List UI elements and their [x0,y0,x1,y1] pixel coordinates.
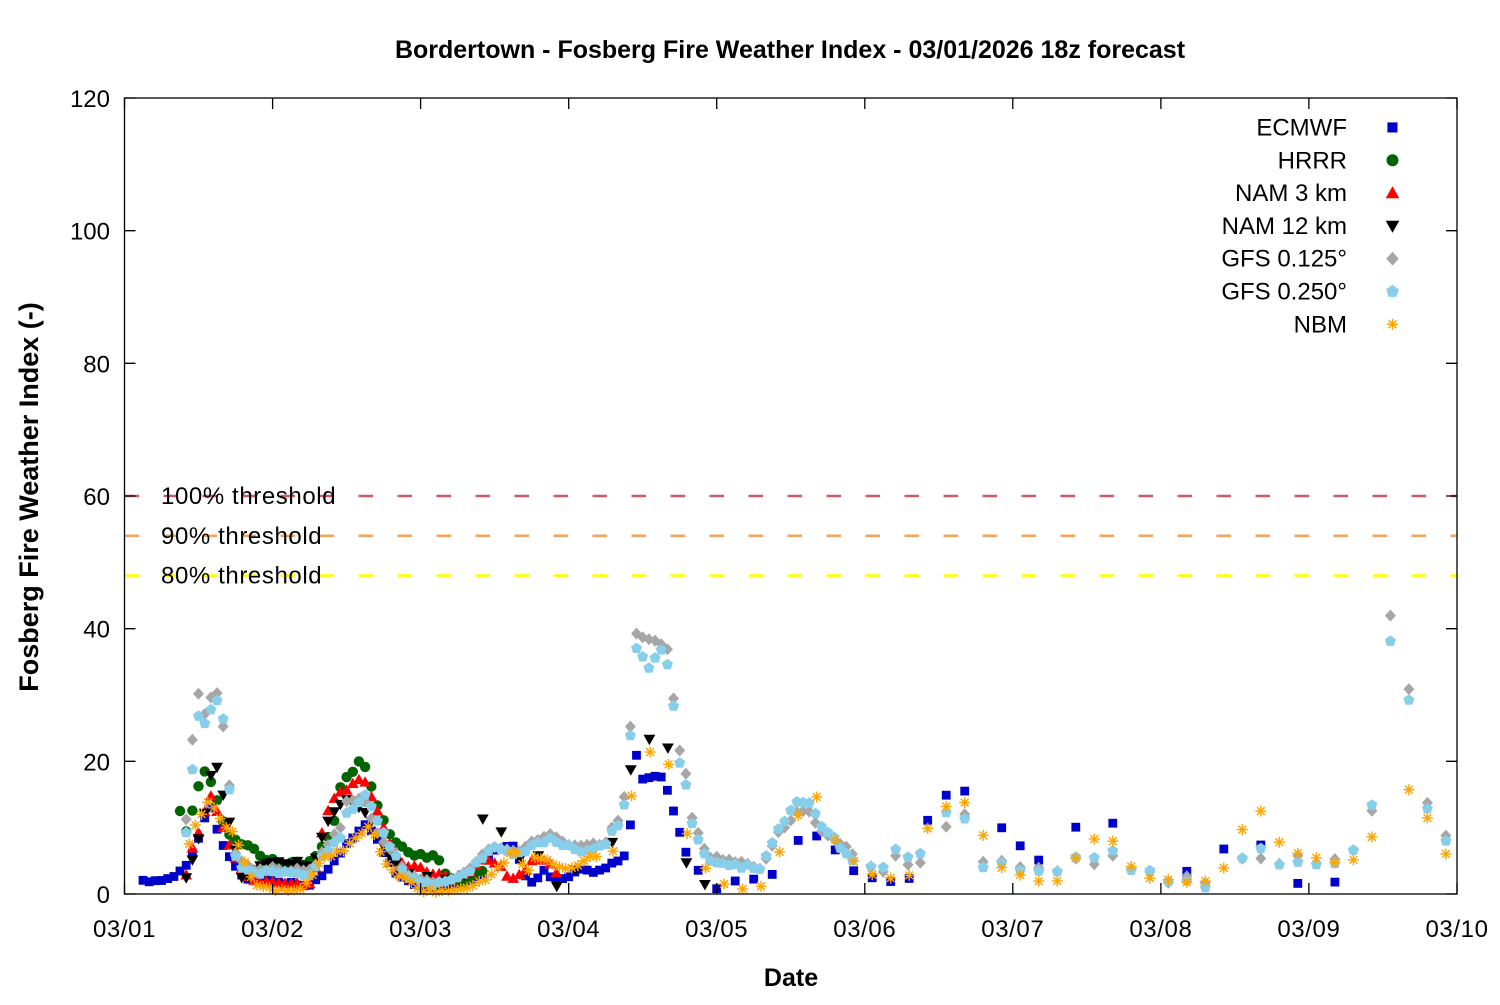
svg-text:120: 120 [70,86,110,113]
svg-text:Fosberg Fire Weather Index (-): Fosberg Fire Weather Index (-) [14,302,44,692]
svg-text:NAM 12 km: NAM 12 km [1222,213,1347,240]
svg-text:Date: Date [764,964,818,992]
svg-text:03/03: 03/03 [389,916,452,943]
svg-text:100: 100 [70,219,110,246]
svg-text:03/10: 03/10 [1425,916,1488,943]
svg-text:03/08: 03/08 [1129,916,1192,943]
svg-text:NAM 3 km: NAM 3 km [1235,180,1347,207]
svg-text:HRRR: HRRR [1278,147,1347,174]
svg-text:60: 60 [83,484,110,511]
svg-text:80: 80 [83,351,110,378]
svg-text:03/07: 03/07 [981,916,1044,943]
svg-text:03/06: 03/06 [833,916,896,943]
svg-text:80% threshold: 80% threshold [161,563,322,590]
svg-text:0: 0 [97,882,110,909]
svg-text:90% threshold: 90% threshold [161,523,322,550]
svg-text:03/02: 03/02 [241,916,304,943]
svg-text:03/01: 03/01 [93,916,156,943]
svg-text:40: 40 [83,617,110,644]
svg-text:NBM: NBM [1294,311,1347,338]
svg-text:03/05: 03/05 [685,916,748,943]
svg-text:100% threshold: 100% threshold [161,483,336,510]
svg-text:GFS 0.125°: GFS 0.125° [1221,246,1347,273]
svg-text:ECMWF: ECMWF [1256,115,1347,142]
svg-text:03/09: 03/09 [1277,916,1340,943]
svg-text:03/04: 03/04 [537,916,600,943]
svg-text:GFS 0.250°: GFS 0.250° [1221,279,1347,306]
svg-text:Bordertown - Fosberg Fire Weat: Bordertown - Fosberg Fire Weather Index … [395,36,1186,64]
svg-text:20: 20 [83,749,110,776]
